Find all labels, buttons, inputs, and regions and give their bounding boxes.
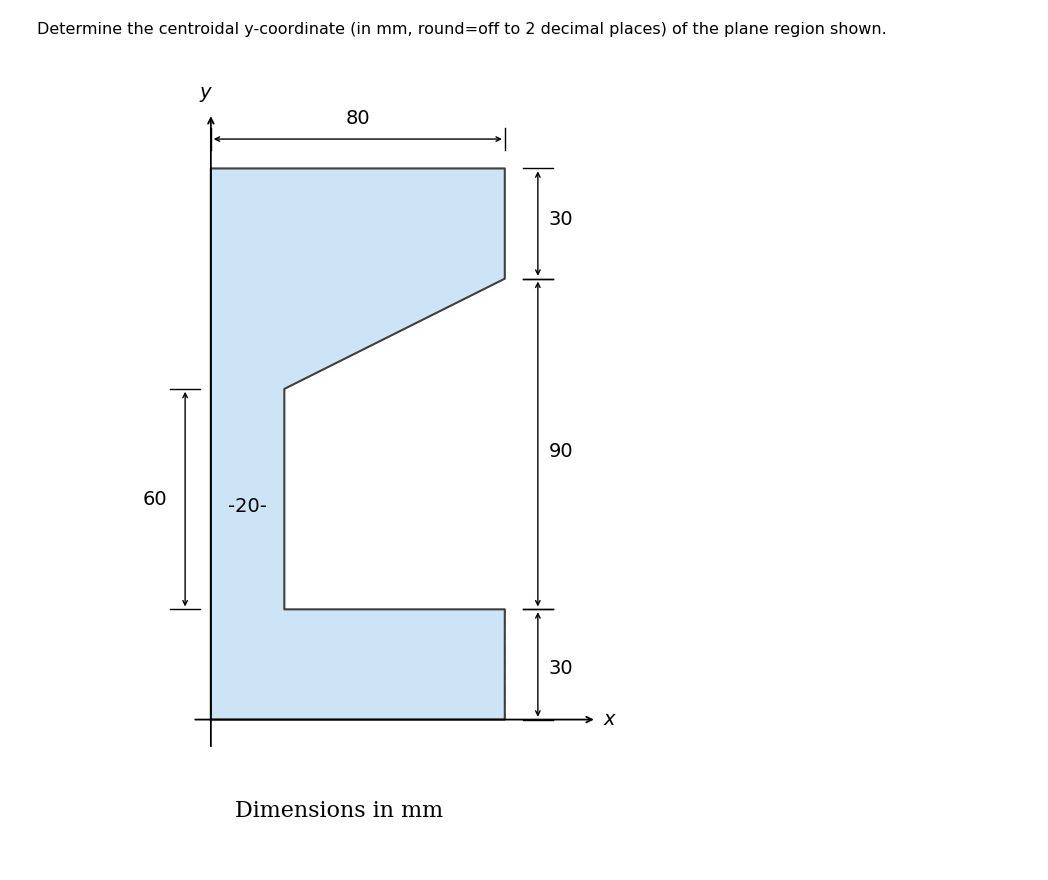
Text: x: x	[604, 710, 615, 729]
Polygon shape	[211, 168, 505, 720]
Text: 60: 60	[143, 489, 167, 509]
Text: -20-: -20-	[228, 497, 267, 516]
Text: 30: 30	[549, 658, 573, 678]
Text: Determine the centroidal y-coordinate (in mm, round=off to 2 decimal places) of : Determine the centroidal y-coordinate (i…	[37, 22, 887, 37]
Text: 80: 80	[346, 109, 370, 128]
Text: Dimensions in mm: Dimensions in mm	[236, 801, 443, 823]
Text: 90: 90	[549, 442, 573, 461]
Text: y: y	[199, 84, 211, 102]
Text: 30: 30	[549, 210, 573, 230]
